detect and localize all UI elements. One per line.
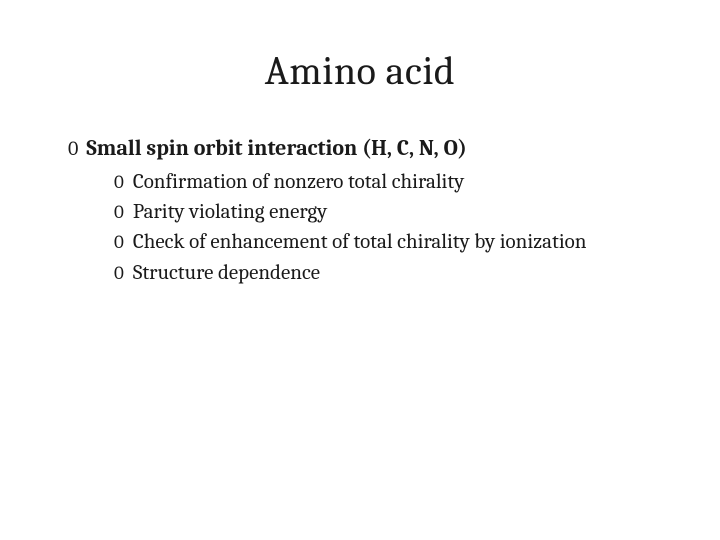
bullet-level1: 0 Small spin orbit interaction (H, C, N,… xyxy=(68,134,660,164)
bullet-level2: 0 Check of enhancement of total chiralit… xyxy=(114,228,660,256)
bullet-marker: 0 xyxy=(114,200,124,226)
bullet-marker: 0 xyxy=(114,230,124,256)
bullet-level1-text: Small spin orbit interaction (H, C, N, O… xyxy=(86,134,467,164)
bullet-level2-text: Parity violating energy xyxy=(133,198,327,226)
bullet-level2: 0 Parity violating energy xyxy=(114,198,660,226)
slide-container: Amino acid 0 Small spin orbit interactio… xyxy=(0,0,720,540)
slide-title: Amino acid xyxy=(60,48,660,94)
bullet-marker: 0 xyxy=(114,170,124,196)
bullet-marker: 0 xyxy=(68,135,78,162)
bullet-level2-text: Confirmation of nonzero total chirality xyxy=(133,168,464,196)
bullet-level2-text: Structure dependence xyxy=(133,259,320,287)
bullet-level2: 0 Structure dependence xyxy=(114,259,660,287)
bullet-level2: 0 Confirmation of nonzero total chiralit… xyxy=(114,168,660,196)
bullet-level2-text: Check of enhancement of total chirality … xyxy=(133,228,587,256)
bullet-marker: 0 xyxy=(114,261,124,287)
